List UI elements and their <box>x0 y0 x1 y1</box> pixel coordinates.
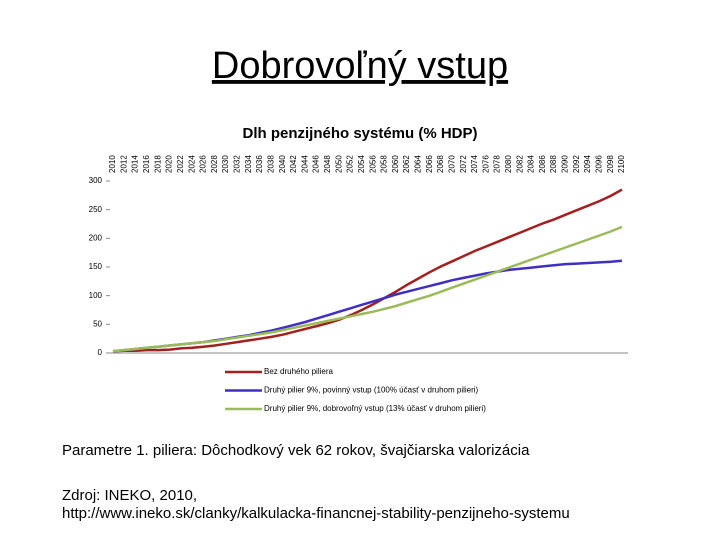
x-tick-label: 2090 <box>561 155 570 173</box>
x-tick-label: 2066 <box>425 155 434 173</box>
x-tick-label: 2058 <box>380 155 389 173</box>
x-tick-label: 2068 <box>436 155 445 173</box>
series-line <box>112 225 623 353</box>
y-tick-label: 50 <box>93 319 102 328</box>
x-tick-label: 2044 <box>300 155 309 173</box>
x-tick-label: 2026 <box>199 155 208 173</box>
x-tick-label: 2040 <box>278 155 287 173</box>
x-tick-label: 2010 <box>108 155 117 173</box>
x-tick-label: 2078 <box>493 155 502 173</box>
chart-title: Dlh penzijného systému (% HDP) <box>242 125 477 142</box>
x-tick-label: 2082 <box>515 155 524 173</box>
x-tick-label: 2034 <box>244 155 253 173</box>
x-tick-label: 2092 <box>572 155 581 173</box>
x-tick-label: 2024 <box>187 155 196 173</box>
y-tick-label: 250 <box>89 205 103 214</box>
legend-label: Druhý pilier 9%, povinný vstup (100% úča… <box>264 386 479 395</box>
x-tick-label: 2070 <box>447 155 456 173</box>
note: http://www.ineko.sk/clanky/kalkulacka-fi… <box>62 505 570 522</box>
x-tick-label: 2036 <box>255 155 264 173</box>
x-tick-label: 2074 <box>470 155 479 173</box>
x-tick-label: 2052 <box>346 155 355 173</box>
x-tick-label: 2084 <box>527 155 536 173</box>
x-tick-label: 2022 <box>176 155 185 173</box>
x-tick-label: 2012 <box>119 155 128 173</box>
note: Parametre 1. piliera: Dôchodkový vek 62 … <box>62 442 530 459</box>
x-tick-label: 2016 <box>142 155 151 173</box>
y-tick-label: 200 <box>89 233 103 242</box>
x-tick-label: 2080 <box>504 155 513 173</box>
x-tick-label: 2088 <box>549 155 558 173</box>
x-tick-label: 2020 <box>165 155 174 173</box>
y-tick-label: 300 <box>89 176 103 185</box>
x-tick-label: 2028 <box>210 155 219 173</box>
x-tick-label: 2018 <box>153 155 162 173</box>
x-tick-label: 2062 <box>402 155 411 173</box>
x-tick-label: 2048 <box>323 155 332 173</box>
x-tick-label: 2100 <box>617 155 626 173</box>
x-tick-label: 2042 <box>289 155 298 173</box>
x-tick-label: 2072 <box>459 155 468 173</box>
x-tick-label: 2014 <box>131 155 140 173</box>
x-tick-label: 2086 <box>538 155 547 173</box>
x-tick-label: 2060 <box>391 155 400 173</box>
y-tick-label: 0 <box>98 348 103 357</box>
x-tick-label: 2046 <box>312 155 321 173</box>
x-tick-label: 2054 <box>357 155 366 173</box>
x-tick-label: 2030 <box>221 155 230 173</box>
y-tick-label: 100 <box>89 291 103 300</box>
x-tick-label: 2096 <box>594 155 603 173</box>
x-tick-label: 2076 <box>481 155 490 173</box>
slide-title: Dobrovoľný vstup <box>212 45 508 87</box>
y-tick-label: 150 <box>89 262 103 271</box>
x-tick-label: 2098 <box>606 155 615 173</box>
note: Zdroj: INEKO, 2010, <box>62 487 197 504</box>
x-tick-label: 2050 <box>334 155 343 173</box>
series-line <box>112 188 623 353</box>
x-tick-label: 2094 <box>583 155 592 173</box>
x-tick-label: 2038 <box>266 155 275 173</box>
x-tick-label: 2056 <box>368 155 377 173</box>
x-tick-label: 2064 <box>414 155 423 173</box>
legend-label: Druhý pilier 9%, dobrovoľný vstup (13% ú… <box>264 404 486 413</box>
x-tick-label: 2032 <box>233 155 242 173</box>
legend-label: Bez druhého piliera <box>264 367 333 376</box>
